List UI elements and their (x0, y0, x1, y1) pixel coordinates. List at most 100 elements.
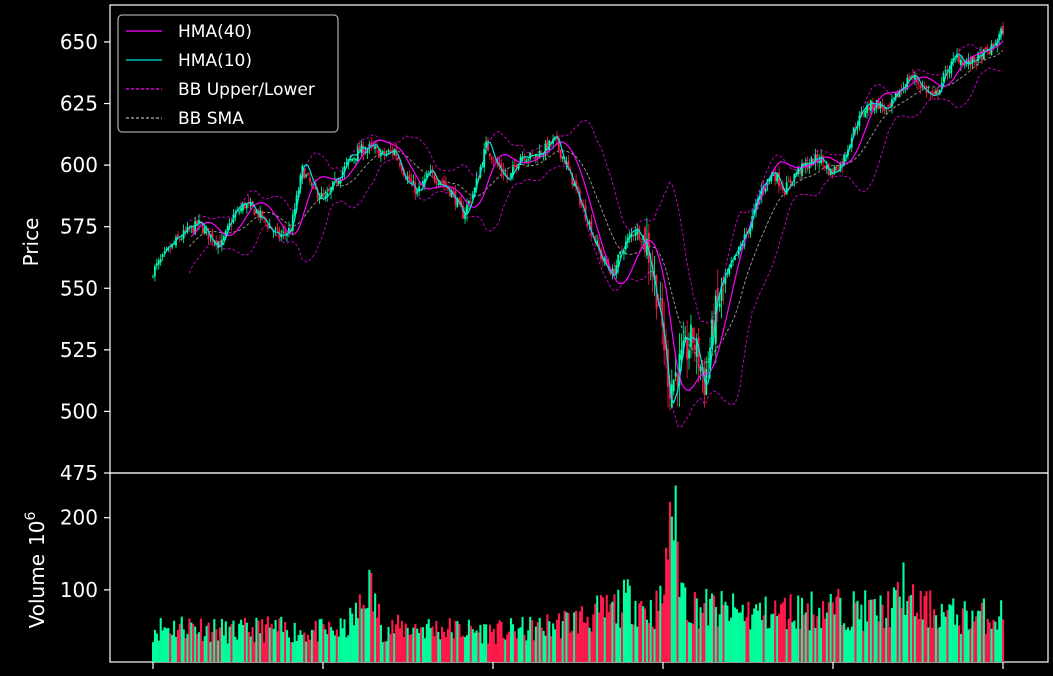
volume-bar (398, 628, 402, 662)
volume-bar (356, 618, 359, 662)
bb-lower-line (188, 67, 1004, 429)
volume-bar (862, 630, 865, 662)
candle-body (965, 62, 968, 64)
volume-bar (887, 591, 890, 662)
volume-bar (215, 629, 218, 662)
candle-body (866, 105, 868, 113)
volume-bar (940, 603, 943, 662)
volume-bar (322, 624, 325, 662)
volume-bar (479, 625, 482, 662)
volume-bar (446, 628, 449, 662)
volume-bar (481, 643, 484, 662)
candle-body (284, 231, 286, 234)
legend: HMA(40) HMA(10) BB Upper/Lower BB SMA (117, 14, 339, 133)
volume-bar (366, 607, 369, 662)
volume-bar (657, 610, 660, 662)
volume-bar (682, 583, 685, 662)
volume-bar (197, 632, 201, 662)
candle-body (339, 179, 342, 184)
volume-bar (822, 601, 825, 662)
volume-bar (509, 618, 513, 662)
volume-bar (634, 600, 637, 662)
candle-body (783, 189, 786, 195)
volume-bar (375, 617, 379, 662)
candle-body (716, 288, 719, 303)
volume-bar (586, 616, 589, 662)
price-tick-label: 475 (60, 461, 98, 485)
candle-body (644, 227, 646, 252)
volume-bar (799, 628, 802, 662)
candle-body (778, 172, 780, 187)
volume-bar (360, 608, 363, 662)
volume-bar (622, 579, 626, 662)
candle-body (781, 185, 784, 191)
volume-bar (791, 622, 794, 662)
candle-body (309, 177, 311, 182)
volume-bar (745, 617, 748, 662)
candle-body (230, 224, 233, 226)
volume-bar (925, 591, 928, 662)
volume-bar (644, 608, 647, 662)
volume-bar (152, 642, 155, 662)
volume-bar (640, 600, 643, 662)
volume-bar (728, 620, 731, 662)
candle-body (646, 238, 648, 256)
candle-body (914, 76, 916, 80)
candle-body (870, 100, 872, 111)
volume-bar (324, 629, 327, 662)
candle-body (774, 172, 777, 181)
candle-body (695, 338, 698, 357)
volume-bar (487, 643, 490, 662)
candle-body (213, 241, 216, 243)
volume-bar (245, 622, 248, 662)
candle-body (961, 62, 964, 65)
volume-bar (180, 616, 183, 662)
volume-bar (249, 636, 252, 662)
candle-body (381, 151, 384, 153)
candle-body (892, 97, 895, 99)
volume-bar (843, 623, 846, 662)
volume-bar (890, 608, 894, 662)
volume-bar (289, 642, 292, 662)
volume-bar (758, 602, 761, 662)
candle-body (441, 181, 443, 183)
candle-body (458, 198, 461, 202)
volume-bar (776, 616, 779, 662)
candle-body (946, 72, 949, 76)
candle-body (831, 170, 834, 174)
candle-body (843, 154, 846, 166)
volume-bar (973, 621, 976, 662)
candle-body (672, 380, 675, 392)
volume-bar (460, 636, 463, 662)
volume-bar (977, 610, 980, 662)
candle-body (580, 203, 583, 205)
volume-bar (370, 572, 373, 662)
volume-bar (219, 627, 222, 662)
volume-bar (395, 624, 398, 662)
volume-bars (152, 485, 1005, 662)
volume-bar (850, 626, 853, 662)
volume-bar (827, 602, 830, 662)
volume-bar (467, 619, 470, 662)
candle-body (898, 90, 901, 98)
volume-bar (917, 618, 920, 662)
volume-bar (337, 636, 340, 662)
candle-body (741, 244, 744, 247)
volume-bar (950, 605, 953, 662)
volume-bar (795, 628, 798, 662)
volume-bar (511, 624, 515, 662)
volume-bar (963, 601, 966, 662)
volume-bar (286, 630, 289, 662)
volume-bar (936, 628, 940, 662)
volume-bar (310, 629, 313, 662)
candle-body (852, 127, 855, 137)
volume-bar (923, 595, 926, 662)
volume-bar (779, 604, 783, 662)
volume-bar (559, 638, 562, 662)
candle-body (559, 149, 562, 159)
candle-body (674, 372, 677, 377)
volume-bar (668, 501, 671, 662)
candle-body (705, 369, 708, 396)
volume-bar (760, 620, 763, 662)
candle-body (249, 203, 252, 207)
